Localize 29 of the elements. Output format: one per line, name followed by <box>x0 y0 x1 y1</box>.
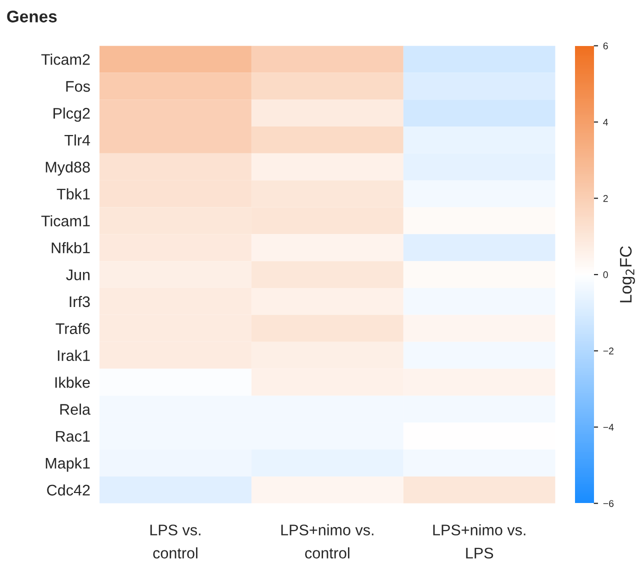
y-tick-label: Nfkb1 <box>52 242 90 254</box>
y-tick-label: Tlr4 <box>64 134 90 146</box>
y-tick-label: Myd88 <box>46 161 90 176</box>
color-bar-label: −2 <box>603 348 614 354</box>
y-tick-label: Ticam1 <box>41 215 90 226</box>
color-bar-label: 2 <box>603 195 608 202</box>
color-bar-label: 6 <box>603 42 608 50</box>
color-bar-label: 0 <box>603 271 608 278</box>
y-tick-label: Plcg2 <box>54 108 90 122</box>
color-bar-label: −4 <box>603 424 614 431</box>
y-tick-label: Irak1 <box>58 350 90 361</box>
y-tick-label: Tbk1 <box>56 188 90 200</box>
y-tick-label: Fos <box>66 81 90 92</box>
y-axis-title: Genes <box>7 10 57 22</box>
y-tick-label: Ticam2 <box>41 54 90 65</box>
color-bar-title: Log$_{2}$FC <box>620 246 635 302</box>
y-tick-label: Mapk1 <box>46 457 90 472</box>
x-tick-label: LPS+nimo vs. control <box>281 524 374 559</box>
y-tick-label: Traf6 <box>56 322 90 334</box>
color-bar-label: 4 <box>603 118 608 126</box>
x-tick-label: LPS vs. control <box>150 524 200 559</box>
y-tick-label: Rac1 <box>56 431 90 442</box>
y-tick-label: Rela <box>60 404 90 415</box>
y-tick-label: Cdc42 <box>47 484 90 496</box>
y-tick-label: Irf3 <box>70 296 90 308</box>
y-tick-label: Ikbke <box>55 376 90 388</box>
y-tick-label: Jun <box>66 270 90 280</box>
x-tick-label: LPS+nimo vs. LPS <box>433 524 526 559</box>
color-bar-label: −6 <box>603 500 614 507</box>
